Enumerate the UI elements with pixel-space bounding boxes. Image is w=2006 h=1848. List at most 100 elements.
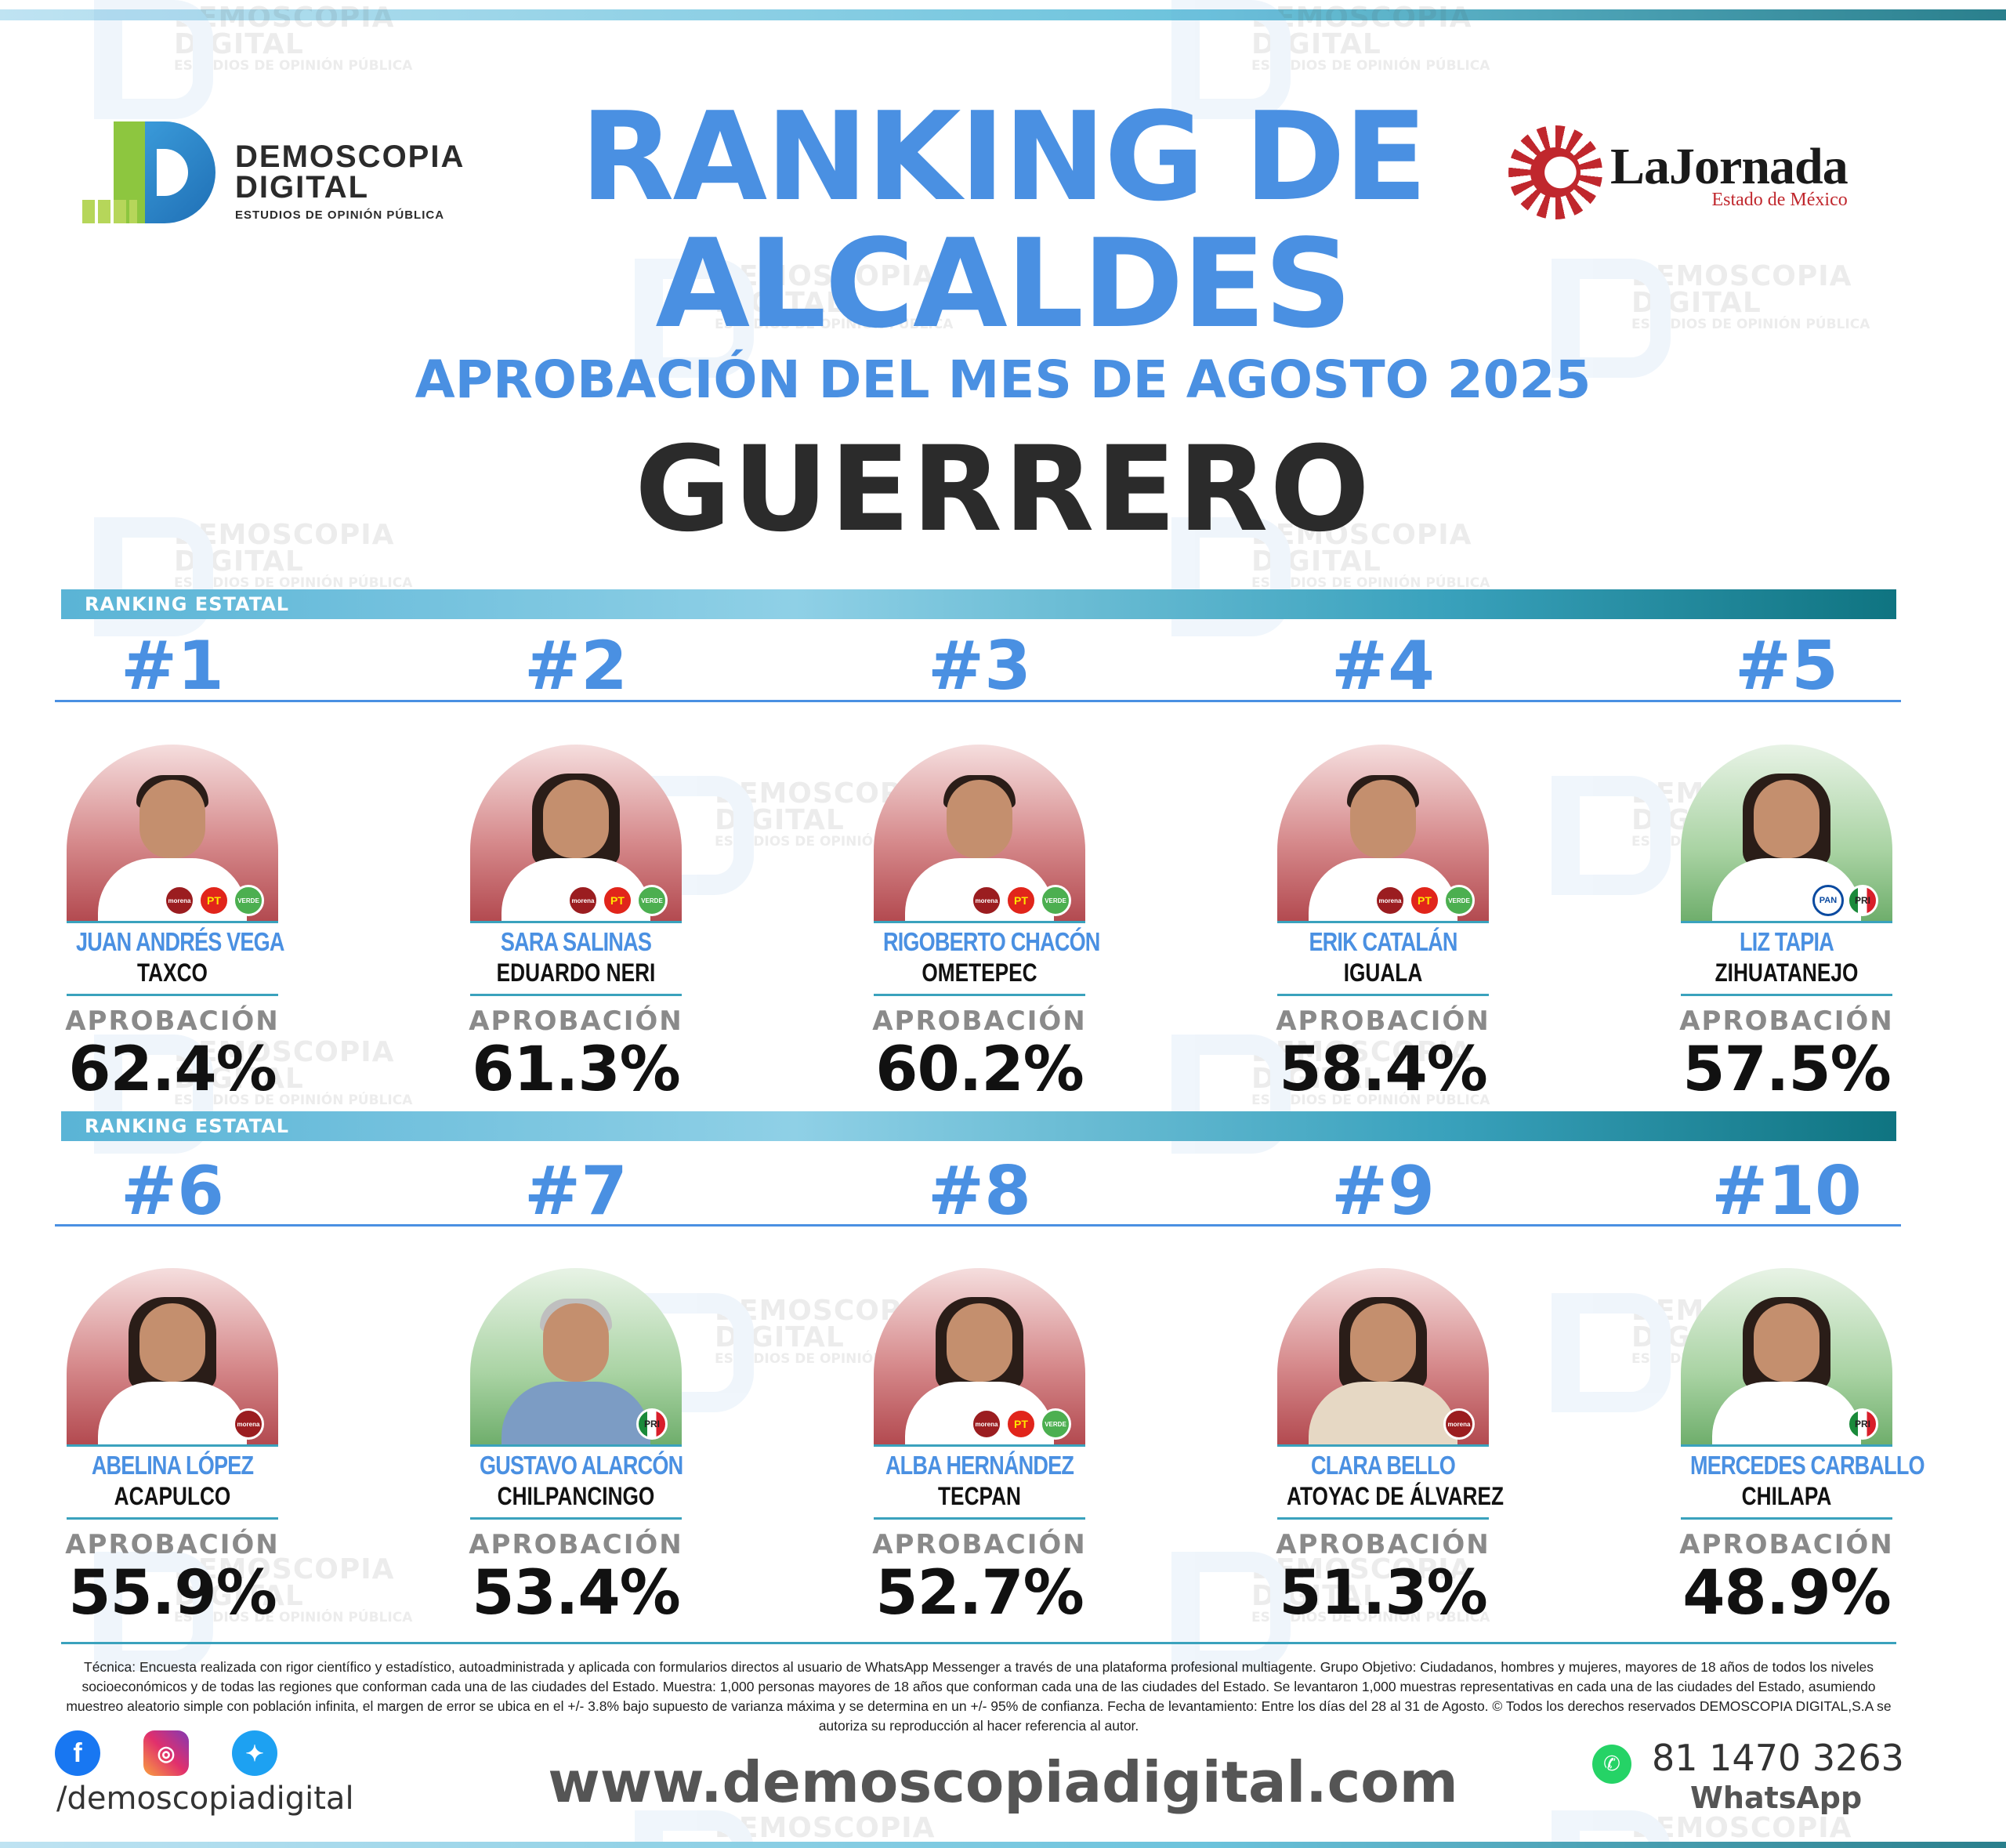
mayor-name: JUAN ANDRÉS VEGA — [76, 927, 284, 956]
name-divider — [67, 1444, 278, 1447]
party-badges: morena PT VERDE — [971, 1408, 1071, 1440]
approval-label: APROBACIÓN — [65, 1006, 280, 1037]
rank-number: #5 — [1735, 627, 1838, 705]
twitter-icon[interactable]: ✦ — [232, 1730, 277, 1776]
name-divider — [470, 1444, 682, 1447]
municipality: OMETEPEC — [922, 958, 1037, 987]
party-badges: PAN PRI — [1812, 885, 1878, 916]
party-badge-morena: morena — [971, 885, 1002, 916]
rank-divider-bottom — [55, 1224, 1901, 1227]
rank-number: #6 — [121, 1152, 224, 1230]
mayor-card: morena PT VERDE SARA SALINAS EDUARDO NERI APR… — [458, 745, 693, 1103]
approval-value: 52.7% — [875, 1558, 1084, 1629]
approval-label: APROBACIÓN — [65, 1529, 280, 1560]
municipality: TAXCO — [137, 958, 208, 987]
mayor-photo: morena — [1277, 1268, 1489, 1444]
party-badge-pri: PRI — [1847, 1408, 1878, 1440]
mayor-photo: morena PT VERDE — [470, 745, 682, 921]
mayor-name: MERCEDES CARBALLO — [1690, 1451, 1925, 1480]
facebook-icon[interactable]: f — [55, 1730, 100, 1776]
person-silhouette — [1305, 1295, 1461, 1444]
top-accent-bar — [0, 9, 2006, 20]
party-badges: PRI — [636, 1408, 668, 1440]
jornada-subtitle: Estado de México — [1711, 190, 1848, 210]
rank-number: #10 — [1711, 1152, 1862, 1230]
footer-divider — [61, 1642, 1896, 1644]
party-badge-verde: VERDE — [233, 885, 264, 916]
mayor-name: ABELINA LÓPEZ — [91, 1451, 254, 1480]
party-badge-morena: morena — [971, 1408, 1002, 1440]
party-badge-verde: VERDE — [636, 885, 668, 916]
city-divider — [67, 1517, 278, 1520]
mayor-name: SARA SALINAS — [500, 927, 652, 956]
party-badge-morena: morena — [1443, 1408, 1475, 1440]
demoscopia-d-icon — [82, 118, 223, 227]
city-divider — [874, 994, 1085, 996]
mayor-photo: morena — [67, 1268, 278, 1444]
person-silhouette — [498, 772, 654, 921]
mayor-name: ERIK CATALÁN — [1309, 927, 1457, 956]
name-divider — [1681, 1444, 1892, 1447]
party-badge-morena: morena — [1374, 885, 1406, 916]
mayor-card: morena PT VERDE ERIK CATALÁN IGUALA APROBACIÓ… — [1266, 745, 1501, 1103]
party-badges: morena PT VERDE — [164, 885, 264, 916]
name-divider — [874, 921, 1085, 923]
approval-label: APROBACIÓN — [469, 1006, 683, 1037]
title-line-2: ALCALDES — [655, 212, 1352, 355]
party-badge-verde: VERDE — [1040, 885, 1071, 916]
mayor-photo: PAN PRI — [1681, 745, 1892, 921]
municipality: ACAPULCO — [114, 1482, 231, 1510]
ranking-bar-bottom: RANKING ESTATAL — [61, 1111, 1896, 1141]
party-badges: morena — [1443, 1408, 1475, 1440]
party-badges: morena PT VERDE — [567, 885, 668, 916]
rank-number: #4 — [1331, 627, 1435, 705]
approval-label: APROBACIÓN — [872, 1529, 1087, 1560]
municipality: ZIHUATANEJO — [1715, 958, 1859, 987]
municipality: EDUARDO NERI — [496, 958, 656, 987]
approval-value: 53.4% — [472, 1558, 681, 1629]
party-badge-pt: PT — [1005, 885, 1037, 916]
state-title: GUERRERO — [635, 422, 1371, 558]
party-badge-pri: PRI — [1847, 885, 1878, 916]
party-badges: PRI — [1847, 1408, 1878, 1440]
party-badge-morena: morena — [567, 885, 599, 916]
logo-word-2: DIGITAL — [235, 170, 370, 205]
bottom-accent-bar — [0, 1842, 2006, 1848]
approval-value: 58.4% — [1279, 1035, 1488, 1105]
approval-value: 60.2% — [875, 1035, 1084, 1105]
party-badge-verde: VERDE — [1040, 1408, 1071, 1440]
party-badges: morena PT VERDE — [971, 885, 1071, 916]
mayor-name: LIZ TAPIA — [1740, 927, 1834, 956]
party-badge-pt: PT — [198, 885, 230, 916]
party-badges: morena — [233, 1408, 264, 1440]
city-divider — [1681, 1517, 1892, 1520]
city-divider — [1277, 1517, 1489, 1520]
party-badge-pan: PAN — [1812, 885, 1844, 916]
instagram-icon[interactable]: ◎ — [143, 1730, 189, 1776]
approval-label: APROBACIÓN — [1276, 1529, 1490, 1560]
approval-value: 48.9% — [1682, 1558, 1892, 1629]
social-handle[interactable]: /demoscopiadigital — [56, 1781, 354, 1817]
city-divider — [1681, 994, 1892, 996]
logo-word-1: DEMOSCOPIA — [235, 140, 465, 174]
website-link[interactable]: www.demoscopiadigital.com — [548, 1749, 1458, 1815]
whatsapp-number[interactable]: 81 1470 3263 — [1652, 1737, 1904, 1779]
person-silhouette — [498, 1295, 654, 1444]
mayor-card: morena PT VERDE ALBA HERNÁNDEZ TECPAN APROBAC… — [862, 1268, 1097, 1626]
municipality: IGUALA — [1343, 958, 1423, 987]
approval-label: APROBACIÓN — [872, 1006, 1087, 1037]
municipality: TECPAN — [938, 1482, 1021, 1510]
party-badges: morena PT VERDE — [1374, 885, 1475, 916]
mayor-card: morena CLARA BELLO ATOYAC DE ÁLVAREZ APROBA… — [1266, 1268, 1504, 1626]
logo-tagline: ESTUDIOS DE OPINIÓN PÚBLICA — [235, 208, 445, 222]
mayor-photo: morena PT VERDE — [874, 745, 1085, 921]
approval-value: 62.4% — [68, 1035, 277, 1105]
whatsapp-icon: ✆ — [1592, 1745, 1631, 1784]
approval-label: APROBACIÓN — [469, 1529, 683, 1560]
municipality: CHILPANCINGO — [497, 1482, 655, 1510]
party-badge-pt: PT — [1409, 885, 1440, 916]
approval-value: 61.3% — [472, 1035, 681, 1105]
